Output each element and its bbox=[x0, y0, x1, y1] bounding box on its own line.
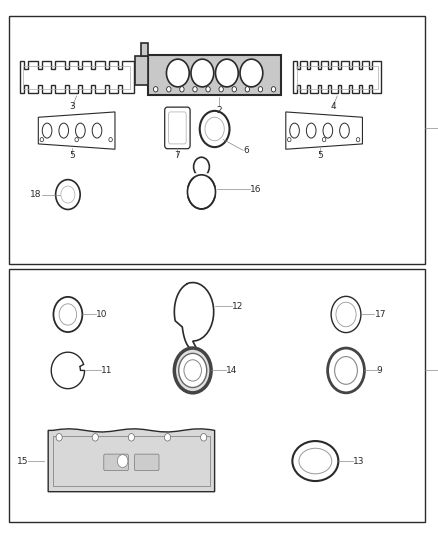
Circle shape bbox=[109, 138, 112, 142]
Circle shape bbox=[180, 86, 184, 92]
Text: 13: 13 bbox=[353, 457, 364, 465]
Circle shape bbox=[232, 86, 237, 92]
Circle shape bbox=[206, 86, 210, 92]
Circle shape bbox=[191, 59, 214, 87]
Ellipse shape bbox=[59, 123, 68, 138]
Circle shape bbox=[215, 59, 238, 87]
Circle shape bbox=[328, 348, 364, 393]
Circle shape bbox=[322, 138, 326, 142]
Circle shape bbox=[117, 455, 128, 467]
Text: 12: 12 bbox=[232, 302, 244, 311]
Ellipse shape bbox=[340, 123, 349, 138]
Text: 4: 4 bbox=[330, 102, 336, 111]
Text: 9: 9 bbox=[377, 366, 382, 375]
Circle shape bbox=[166, 86, 171, 92]
Bar bbox=[141, 43, 148, 56]
Circle shape bbox=[240, 59, 263, 87]
Circle shape bbox=[201, 434, 207, 441]
Polygon shape bbox=[286, 112, 362, 149]
Polygon shape bbox=[51, 352, 85, 389]
Circle shape bbox=[187, 175, 215, 209]
Ellipse shape bbox=[92, 123, 102, 138]
Ellipse shape bbox=[42, 123, 52, 138]
Text: 6: 6 bbox=[243, 146, 249, 155]
Bar bbox=[297, 66, 378, 89]
Ellipse shape bbox=[293, 441, 338, 481]
Ellipse shape bbox=[290, 123, 299, 138]
Polygon shape bbox=[38, 112, 115, 149]
Circle shape bbox=[205, 117, 224, 141]
Bar bbox=[135, 56, 148, 85]
Text: 16: 16 bbox=[250, 185, 261, 193]
Ellipse shape bbox=[307, 123, 316, 138]
Circle shape bbox=[184, 360, 201, 381]
Circle shape bbox=[128, 434, 134, 441]
FancyBboxPatch shape bbox=[134, 454, 159, 471]
Bar bbox=[53, 436, 210, 486]
Circle shape bbox=[356, 138, 360, 142]
Bar bbox=[9, 16, 425, 264]
Ellipse shape bbox=[299, 448, 332, 474]
Ellipse shape bbox=[76, 123, 85, 138]
Text: 10: 10 bbox=[96, 310, 108, 319]
Circle shape bbox=[75, 138, 78, 142]
Circle shape bbox=[179, 353, 207, 387]
Circle shape bbox=[245, 86, 250, 92]
Text: 7: 7 bbox=[174, 151, 180, 160]
Circle shape bbox=[331, 296, 361, 333]
Circle shape bbox=[153, 86, 158, 92]
Circle shape bbox=[335, 357, 357, 384]
Text: 3: 3 bbox=[69, 102, 75, 111]
Polygon shape bbox=[174, 282, 214, 349]
Text: 15: 15 bbox=[17, 457, 28, 465]
Circle shape bbox=[92, 434, 98, 441]
FancyBboxPatch shape bbox=[104, 454, 128, 471]
Circle shape bbox=[166, 59, 189, 87]
Polygon shape bbox=[293, 61, 381, 93]
Circle shape bbox=[193, 86, 197, 92]
Bar bbox=[148, 55, 282, 95]
Text: 18: 18 bbox=[30, 190, 42, 199]
Text: 2: 2 bbox=[216, 107, 222, 115]
Text: 5: 5 bbox=[69, 151, 75, 159]
Circle shape bbox=[200, 111, 230, 147]
Circle shape bbox=[59, 304, 77, 325]
Circle shape bbox=[287, 138, 291, 142]
Polygon shape bbox=[20, 61, 134, 93]
Circle shape bbox=[61, 186, 75, 203]
Circle shape bbox=[56, 434, 62, 441]
Circle shape bbox=[194, 157, 209, 176]
Circle shape bbox=[258, 86, 263, 92]
Ellipse shape bbox=[323, 123, 332, 138]
Circle shape bbox=[219, 86, 223, 92]
Text: 17: 17 bbox=[374, 310, 386, 319]
Text: 5: 5 bbox=[317, 151, 323, 159]
Bar bbox=[9, 269, 425, 522]
Circle shape bbox=[56, 180, 80, 209]
Polygon shape bbox=[48, 429, 215, 491]
FancyBboxPatch shape bbox=[165, 107, 190, 149]
Circle shape bbox=[336, 302, 356, 327]
Circle shape bbox=[164, 434, 170, 441]
Text: 14: 14 bbox=[226, 366, 237, 375]
Text: 11: 11 bbox=[101, 366, 112, 375]
Bar bbox=[23, 66, 130, 89]
Circle shape bbox=[174, 348, 211, 393]
Circle shape bbox=[271, 86, 276, 92]
Circle shape bbox=[40, 138, 44, 142]
Circle shape bbox=[53, 297, 82, 332]
